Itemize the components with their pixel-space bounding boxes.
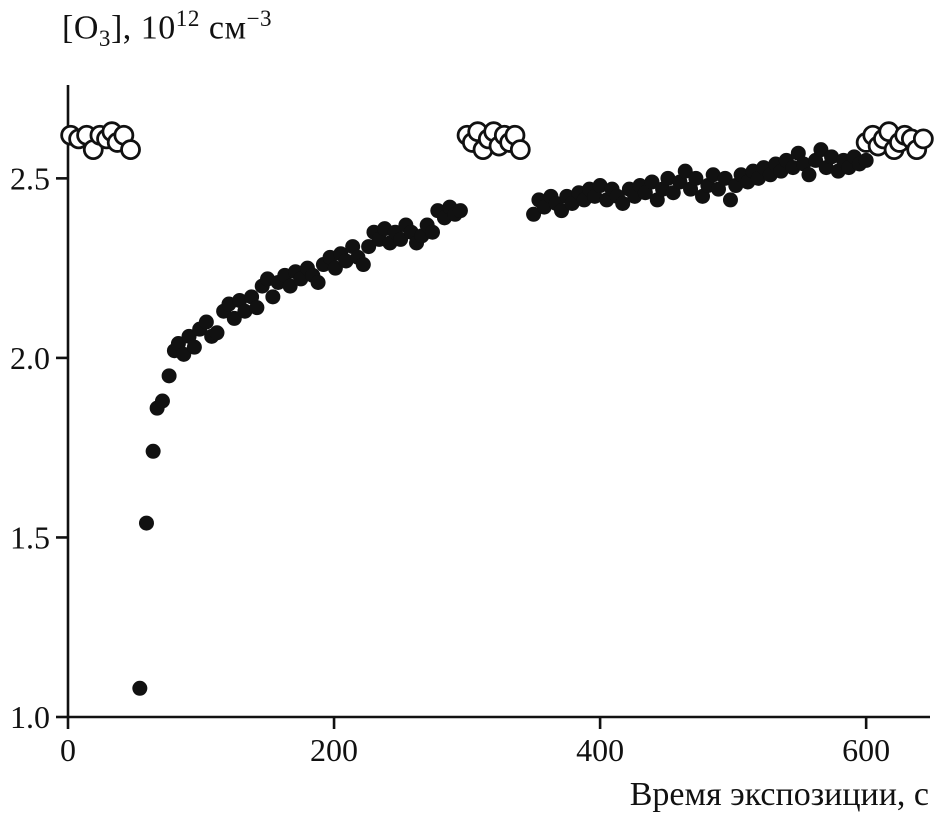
data-point-filled: [209, 325, 225, 341]
data-point-filled: [710, 181, 726, 197]
data-point-filled: [677, 163, 693, 179]
data-point-filled: [282, 278, 298, 294]
data-point-filled: [265, 289, 281, 305]
y-tick-label: 1.5: [10, 519, 50, 555]
data-point-filled: [536, 199, 552, 215]
y-axis-title: [O3], 1012 см−3: [62, 6, 272, 53]
data-point-filled: [665, 185, 681, 201]
data-point-filled: [801, 167, 817, 183]
data-point-filled: [338, 253, 354, 269]
x-axis: 0 200 400 600: [60, 715, 930, 768]
data-point-filled: [637, 185, 653, 201]
data-point-filled: [310, 275, 326, 290]
data-point-filled: [722, 192, 738, 208]
data-point-filled: [813, 142, 829, 158]
y-tick-label: 2.0: [10, 340, 50, 376]
data-point-open: [120, 139, 141, 161]
data-point-filled: [355, 257, 371, 273]
y-title-unit: см: [199, 9, 247, 47]
data-point-filled: [161, 368, 177, 384]
x-tick-label: 600: [842, 732, 890, 768]
data-point-filled: [154, 393, 170, 409]
y-tick-label: 1.0: [10, 699, 50, 735]
data-point-filled: [526, 206, 542, 222]
data-point-filled: [293, 271, 309, 287]
x-tick-label: 400: [576, 732, 624, 768]
data-point-filled: [226, 310, 242, 326]
data-point-filled: [237, 303, 253, 319]
y-title-mid: ], 10: [110, 9, 176, 47]
data-point-filled: [592, 178, 608, 194]
data-point-open: [509, 139, 531, 161]
data-point-filled: [145, 443, 161, 459]
data-point-filled: [660, 170, 676, 186]
data-point-filled: [554, 203, 570, 219]
data-point-filled: [424, 224, 440, 240]
data-point-filled: [452, 203, 468, 219]
data-point-filled: [327, 260, 343, 276]
data-point-filled: [138, 515, 154, 531]
y-tick-label: 2.5: [10, 160, 50, 196]
data-point-filled: [176, 346, 192, 362]
data-point-filled: [564, 196, 580, 211]
data-point-filled: [361, 239, 377, 255]
data-point-filled: [688, 170, 704, 186]
data-point-filled: [393, 231, 409, 247]
y-title-sub: 3: [98, 26, 111, 53]
x-axis-title: Время экспозиции, с: [629, 776, 929, 813]
data-point-filled: [186, 339, 202, 355]
data-point-filled: [858, 152, 874, 168]
x-tick-label: 0: [60, 732, 76, 768]
x-tick-label: 200: [310, 732, 358, 768]
plot-points-filled: [132, 142, 874, 696]
data-point-filled: [249, 300, 265, 316]
data-point-filled: [824, 149, 840, 165]
data-point-open: [912, 128, 934, 150]
y-title-pre: [O: [62, 9, 99, 47]
data-point-filled: [615, 196, 631, 211]
y-title-exp: 12: [175, 6, 200, 32]
y-title-neg-exp: −3: [246, 6, 273, 32]
data-point-filled: [132, 680, 148, 696]
y-axis: 1.0 1.5 2.0 2.5: [10, 85, 70, 735]
data-point-filled: [717, 170, 733, 186]
data-point-filled: [705, 167, 721, 183]
plot-points-open: [60, 121, 934, 161]
data-point-filled: [644, 174, 660, 190]
data-point-filled: [198, 314, 214, 330]
